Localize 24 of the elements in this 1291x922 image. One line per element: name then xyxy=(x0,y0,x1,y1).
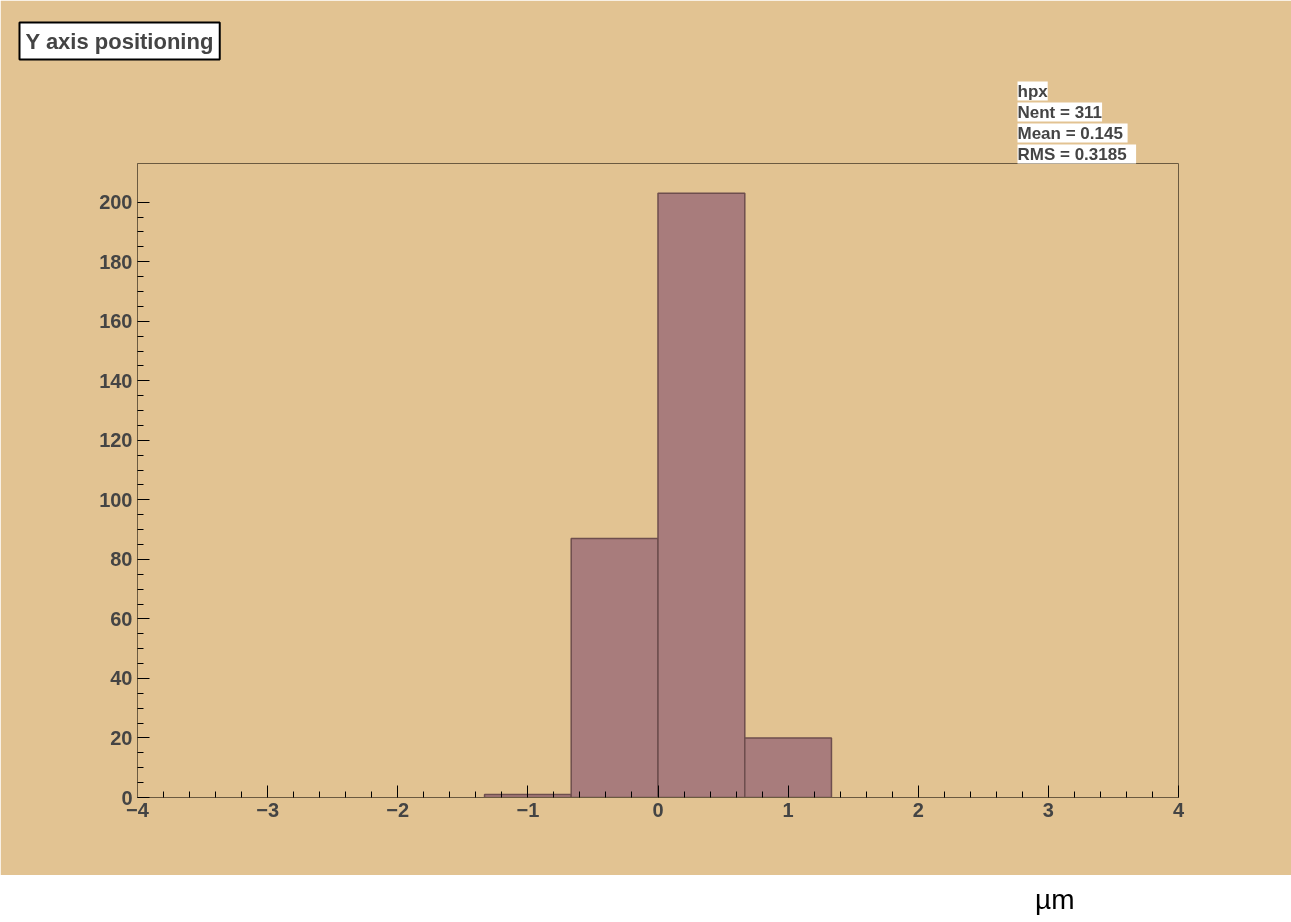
y-tick-label: 20 xyxy=(110,726,133,749)
y-tick-label: 180 xyxy=(99,250,133,273)
x-tick-label: −3 xyxy=(256,798,280,821)
x-tick-label: −2 xyxy=(386,798,410,821)
x-axis-title: µm xyxy=(1035,883,1075,917)
x-tick-label: 2 xyxy=(912,798,924,821)
x-tick-label: 0 xyxy=(652,798,664,821)
text: Nent = 311 xyxy=(1017,102,1103,122)
y-tick-label: 40 xyxy=(110,667,133,690)
y-tick-label: 120 xyxy=(99,429,133,452)
y-tick-label: 100 xyxy=(99,488,133,511)
y-tick-label: 80 xyxy=(110,548,133,571)
y-tick-label: 60 xyxy=(110,607,133,630)
y-tick-label: 160 xyxy=(99,310,133,333)
text: RMS = 0.3185 xyxy=(1017,144,1127,164)
chart-title: Y axis positioning xyxy=(25,28,214,54)
y-tick-label: 200 xyxy=(99,191,133,214)
text: Mean = 0.145 xyxy=(1017,123,1123,143)
x-tick-label: 3 xyxy=(1042,798,1054,821)
x-tick-label: 4 xyxy=(1172,798,1185,821)
text: hpx xyxy=(1017,81,1049,101)
y-tick-label: 140 xyxy=(99,369,133,392)
x-tick-label: −1 xyxy=(516,798,540,821)
x-tick-label: 1 xyxy=(782,798,794,821)
